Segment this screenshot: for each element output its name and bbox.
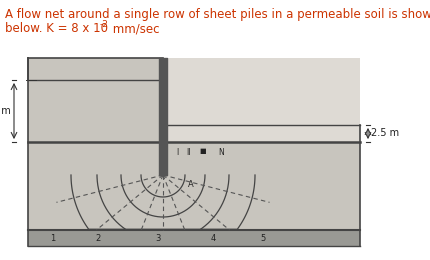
Bar	[163, 58, 359, 142]
Text: 1: 1	[50, 234, 55, 243]
Text: 2: 2	[95, 234, 100, 243]
Text: mm/sec: mm/sec	[109, 22, 159, 35]
Text: 4: 4	[210, 234, 215, 243]
Text: II: II	[186, 148, 191, 157]
Text: ■: ■	[199, 148, 206, 154]
Text: A: A	[187, 180, 194, 189]
Text: -2: -2	[100, 20, 109, 29]
Text: 5: 5	[260, 234, 265, 243]
Text: 6 m: 6 m	[0, 106, 11, 116]
Text: A flow net around a single row of sheet piles in a permeable soil is shown: A flow net around a single row of sheet …	[5, 8, 430, 21]
Text: N: N	[218, 148, 223, 157]
Bar	[28, 142, 359, 230]
Text: 3: 3	[155, 234, 160, 243]
Text: below. K = 8 x 10: below. K = 8 x 10	[5, 22, 108, 35]
Text: 2.5 m: 2.5 m	[370, 128, 398, 139]
Bar	[28, 230, 359, 246]
Text: I: I	[175, 148, 178, 157]
Bar	[28, 58, 163, 142]
